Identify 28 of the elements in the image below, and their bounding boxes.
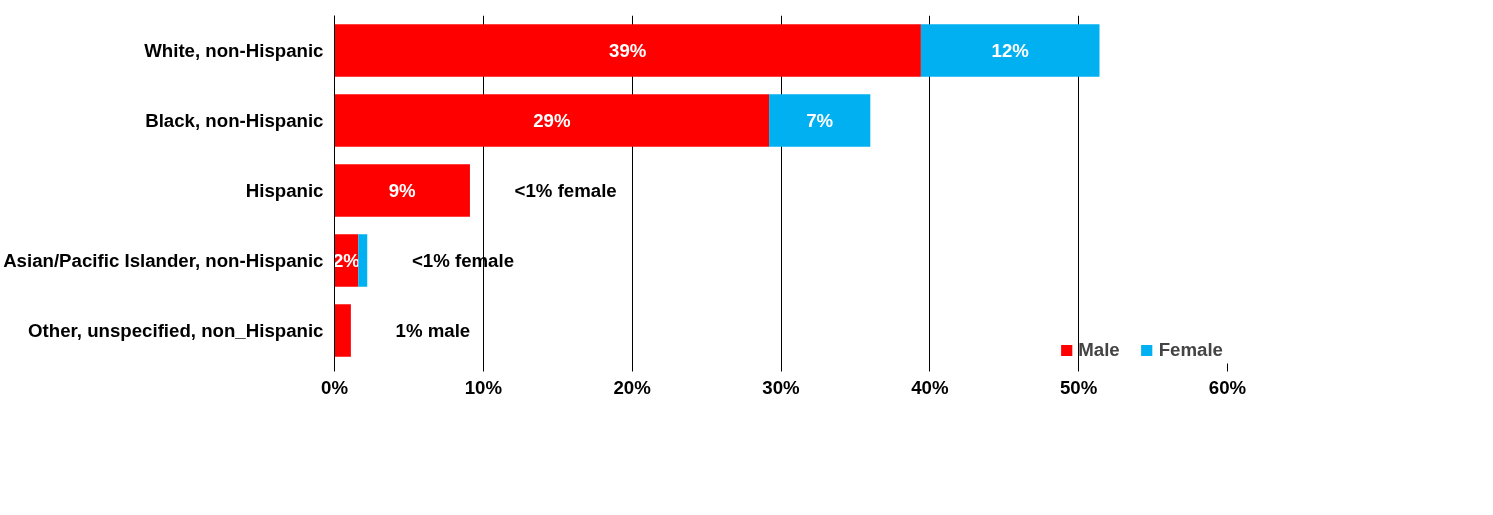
data-label: 29% bbox=[533, 110, 571, 131]
x-tick-label: 40% bbox=[911, 376, 949, 398]
y-tick-label: Asian/Pacific Islander, non-Hispanic bbox=[3, 250, 324, 271]
y-tick-label: Black, non-Hispanic bbox=[145, 110, 324, 131]
bar bbox=[769, 94, 871, 147]
y-tick-label: Other, unspecified, non_Hispanic bbox=[28, 320, 324, 341]
data-label: 39% bbox=[609, 40, 647, 61]
y-tick-label: White, non-Hispanic bbox=[144, 40, 324, 61]
legend-label: Male bbox=[1078, 339, 1120, 361]
x-tick-label: 20% bbox=[613, 376, 652, 398]
y-tick-label: Hispanic bbox=[245, 180, 324, 201]
bar bbox=[334, 94, 770, 147]
bar bbox=[334, 24, 921, 77]
annotation: 1% male bbox=[395, 320, 471, 341]
legend-label: Female bbox=[1158, 339, 1223, 361]
annotation: <1% female bbox=[514, 180, 617, 201]
x-tick-label: 50% bbox=[1060, 376, 1098, 398]
bar bbox=[920, 24, 1100, 77]
data-label: 9% bbox=[388, 180, 417, 201]
bar bbox=[334, 304, 351, 357]
data-label: 12% bbox=[991, 40, 1030, 61]
x-tick-label: 0% bbox=[321, 376, 349, 398]
data-label: 7% bbox=[806, 110, 834, 131]
x-tick-label: 30% bbox=[762, 376, 801, 398]
bar bbox=[334, 164, 470, 217]
bar bbox=[358, 234, 368, 287]
x-tick-label: 60% bbox=[1208, 376, 1247, 398]
x-tick-label: 10% bbox=[464, 376, 503, 398]
